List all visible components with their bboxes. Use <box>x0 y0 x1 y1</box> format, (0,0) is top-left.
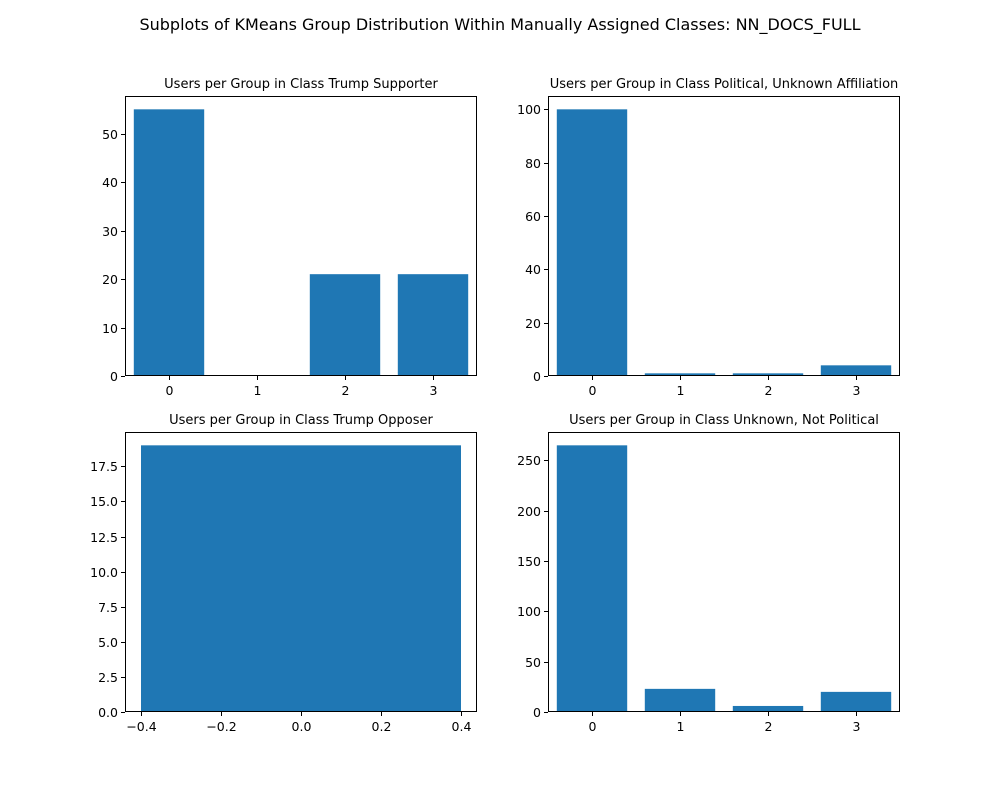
y-tick-label: 150 <box>517 554 541 569</box>
y-tick-label: 10 <box>102 321 118 336</box>
x-tick-label: 2 <box>342 383 350 398</box>
y-tick-label: 200 <box>517 504 541 519</box>
bar <box>556 109 628 376</box>
x-tick-label: 3 <box>430 383 438 398</box>
y-tick-label: 0 <box>533 369 541 384</box>
y-tick-label: 17.5 <box>90 459 118 474</box>
subplot-3: 0.0 2.5 5.0 7.5 10.0 12.5 15.0 17.5 −0.4 −0.2 0.0 0… <box>90 413 477 734</box>
y-tick-label: 2.5 <box>98 670 118 685</box>
y-tick-label: 50 <box>102 127 118 142</box>
x-tick-label: 0 <box>589 383 597 398</box>
y-tick-label: 250 <box>517 453 541 468</box>
y-tick-label: 0.0 <box>98 705 118 720</box>
bar <box>732 373 804 376</box>
bar <box>141 445 461 712</box>
figure-title: Subplots of KMeans Group Distribution Wi… <box>139 15 860 35</box>
y-tick-label: 0 <box>110 369 118 384</box>
bar <box>732 705 804 712</box>
subplot-2: 0 20 40 60 80 100 0 1 2 3 Users per Group in Class… <box>517 77 900 398</box>
y-tick-label: 5.0 <box>98 635 118 650</box>
y-tick-label: 7.5 <box>98 600 118 615</box>
x-tick-label: 3 <box>853 719 861 734</box>
y-tick-label: 0 <box>533 705 541 720</box>
y-tick-label: 12.5 <box>90 530 118 545</box>
bar <box>820 365 892 376</box>
x-tick-label: 0 <box>589 719 597 734</box>
y-tick-label: 100 <box>517 102 541 117</box>
y-tick-label: 60 <box>525 209 541 224</box>
axes-frame <box>548 96 900 376</box>
subplot-4: 0 50 100 150 200 250 0 1 2 3 Users per Group in Cl… <box>517 413 900 734</box>
y-tick-label: 20 <box>525 316 541 331</box>
subplot-title: Users per Group in Class Unknown, Not Po… <box>569 413 879 428</box>
y-tick-label: 20 <box>102 272 118 287</box>
y-tick-label: 15.0 <box>90 494 118 509</box>
x-tick-label: 2 <box>765 719 773 734</box>
axes-frame <box>125 96 477 376</box>
bar <box>820 691 892 712</box>
x-tick-label: −0.4 <box>126 719 156 734</box>
subplot-title: Users per Group in Class Trump Supporter <box>164 77 438 92</box>
axes-frame <box>125 432 477 712</box>
x-tick-label: 3 <box>853 383 861 398</box>
x-tick-label: 0.4 <box>452 719 472 734</box>
y-tick-label: 10.0 <box>90 565 118 580</box>
bar <box>133 109 205 376</box>
x-tick-label: 1 <box>677 383 685 398</box>
x-tick-label: 2 <box>765 383 773 398</box>
x-tick-label: 1 <box>254 383 262 398</box>
y-tick-label: 100 <box>517 604 541 619</box>
y-tick-label: 80 <box>525 156 541 171</box>
y-tick-label: 40 <box>102 175 118 190</box>
bar <box>644 688 716 712</box>
axes-frame <box>548 432 900 712</box>
bar <box>556 445 628 712</box>
x-tick-label: 0 <box>166 383 174 398</box>
subplot-title: Users per Group in Class Political, Unkn… <box>550 77 899 92</box>
x-tick-label: −0.2 <box>206 719 236 734</box>
x-tick-label: 0.2 <box>372 719 392 734</box>
bar <box>644 373 716 376</box>
bar <box>309 274 381 376</box>
y-tick-label: 30 <box>102 224 118 239</box>
x-tick-label: 1 <box>677 719 685 734</box>
subplot-title: Users per Group in Class Trump Opposer <box>169 413 433 428</box>
y-tick-label: 50 <box>525 655 541 670</box>
bar <box>397 274 469 376</box>
x-tick-label: 0.0 <box>292 719 312 734</box>
subplot-1: 0 10 20 30 40 50 0 1 2 3 Users per Group in Class … <box>102 77 477 398</box>
y-tick-label: 40 <box>525 262 541 277</box>
